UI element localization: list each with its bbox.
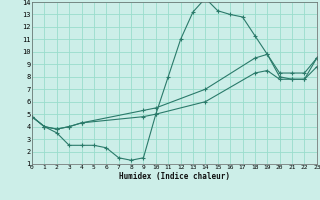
X-axis label: Humidex (Indice chaleur): Humidex (Indice chaleur) (119, 172, 230, 181)
